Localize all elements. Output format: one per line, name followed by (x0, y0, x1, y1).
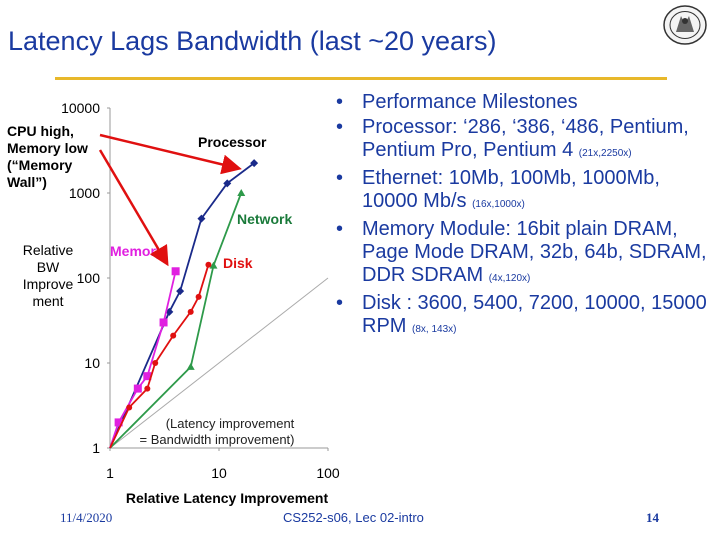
disk-data-point (170, 332, 177, 339)
disk-data-point (126, 404, 133, 411)
title-divider (55, 77, 667, 80)
x-axis-label: Relative Latency Improvement (126, 490, 329, 506)
ylabel-line-4: ment (32, 293, 64, 309)
footer-date: 11/4/2020 (60, 510, 113, 525)
disk-data-point (187, 308, 194, 315)
memory-data-point (143, 372, 152, 381)
bullet-text: Memory Module: 16bit plain DRAM, Page Mo… (362, 218, 707, 286)
bullet-text: Ethernet: 10Mb, 100Mb, 1000Mb, 10000 Mb/… (362, 167, 660, 212)
footer-course: CS252-s06, Lec 02-intro (283, 510, 424, 525)
bullet-improvement-ratio: (4x,120x) (488, 273, 531, 284)
bullet-dot: • (336, 116, 344, 138)
disk-data-point (205, 261, 212, 268)
bullet-dot: • (336, 167, 344, 189)
memory-data-point (133, 384, 142, 393)
bullet-improvement-ratio: (21x,2250x) (578, 148, 632, 159)
cpu-note-line-3: (“Memory (7, 157, 73, 173)
bullet-dot: • (336, 91, 344, 113)
ylabel-line-1: Relative (22, 242, 74, 258)
x-tick-label: 10 (211, 465, 227, 481)
memory-data-point (114, 418, 123, 427)
bullet-dot: • (336, 292, 344, 314)
network-data-point (186, 362, 195, 370)
disk-data-point (144, 385, 151, 392)
cpu-note-line-4: Wall”) (7, 174, 47, 190)
processor-data-point (223, 179, 232, 188)
y-tick-label: 10000 (61, 100, 100, 116)
university-seal-icon (663, 5, 707, 45)
reference-label-line-2: = Bandwidth improvement) (140, 432, 295, 447)
disk-data-point (152, 360, 159, 366)
bullet-text: Disk : 3600, 5400, 7200, 10000, 15000 RP… (362, 292, 707, 337)
processor-data-point (197, 214, 206, 223)
bullet-performance-milestones: • Performance Milestones (336, 91, 720, 114)
network-data-point (209, 261, 218, 269)
bullet-disk: • Disk : 3600, 5400, 7200, 10000, 15000 … (336, 292, 720, 341)
processor-series-label: Processor (198, 134, 267, 150)
disk-series-label: Disk (223, 255, 253, 271)
bullet-ethernet: • Ethernet: 10Mb, 100Mb, 1000Mb, 10000 M… (336, 167, 720, 216)
y-tick-label: 1000 (69, 185, 100, 201)
memory-data-point (171, 267, 180, 276)
network-series-line (109, 192, 243, 449)
network-data-point (237, 189, 246, 196)
bullet-dot: • (336, 218, 344, 240)
reference-label-line-1: (Latency improvement (166, 416, 295, 431)
y-tick-label: 10 (84, 355, 100, 371)
network-series-label: Network (237, 211, 292, 227)
bullet-improvement-ratio: (8x, 143x) (412, 324, 457, 335)
processor-data-point (250, 159, 259, 168)
x-tick-label: 100 (316, 465, 340, 481)
equal-improvement-reference-line (109, 277, 329, 449)
ylabel-line-2: BW (36, 259, 60, 275)
cpu-memory-wall-note: CPU high, Memory low (“Memory Wall”) (7, 123, 88, 191)
x-tick-label: 1 (106, 465, 114, 481)
cpu-note-line-2: Memory low (7, 140, 88, 156)
cpu-note-line-1: CPU high, (7, 123, 74, 139)
bullet-memory-module: • Memory Module: 16bit plain DRAM, Page … (336, 218, 720, 290)
bullet-text: Processor: ‘286, ‘386, ‘486, Pentium, Pe… (362, 116, 689, 161)
footer-page-number: 14 (646, 510, 659, 525)
ylabel-line-3: Improve (22, 276, 74, 292)
disk-data-point (195, 293, 202, 300)
y-tick-label: 1 (92, 440, 100, 456)
slide-title: Latency Lags Bandwidth (last ~20 years) (8, 26, 497, 56)
memory-data-point (159, 318, 168, 327)
bullet-improvement-ratio: (16x,1000x) (472, 199, 525, 210)
memory-series-line (109, 271, 177, 449)
y-axis-label: Relative BW Improve ment (18, 242, 78, 310)
bullet-text: Performance Milestones (362, 91, 578, 113)
bullet-processor: • Processor: ‘286, ‘386, ‘486, Pentium, … (336, 116, 720, 165)
arrow-to-processor (99, 133, 242, 175)
y-tick-label: 100 (77, 270, 101, 286)
arrow-to-memory (98, 149, 169, 267)
processor-data-point (176, 287, 185, 296)
milestone-bullet-list: • Performance Milestones • Processor: ‘2… (336, 91, 720, 343)
